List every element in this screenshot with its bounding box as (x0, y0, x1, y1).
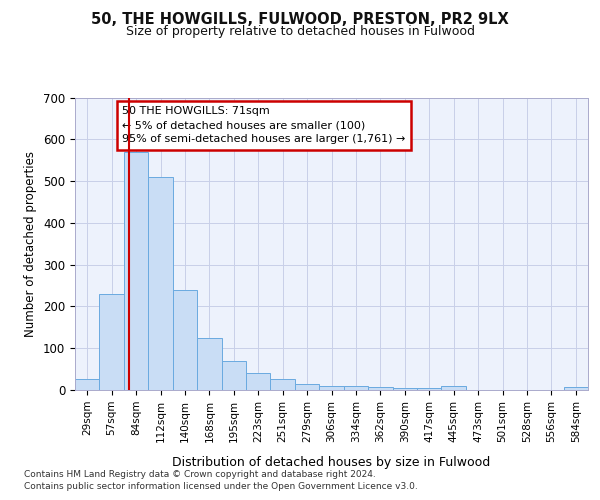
Y-axis label: Number of detached properties: Number of detached properties (25, 151, 37, 337)
Bar (124, 152, 148, 390)
Bar (344, 386, 368, 390)
Bar (417, 388, 442, 390)
Bar (197, 338, 221, 390)
Bar (319, 386, 344, 390)
Bar (75, 378, 100, 390)
Bar (148, 177, 173, 390)
Bar (295, 384, 319, 390)
Bar (563, 387, 588, 390)
Bar (173, 290, 197, 390)
Bar (100, 294, 124, 390)
Text: 50, THE HOWGILLS, FULWOOD, PRESTON, PR2 9LX: 50, THE HOWGILLS, FULWOOD, PRESTON, PR2 … (91, 12, 509, 28)
Bar (368, 388, 392, 390)
Bar (392, 388, 417, 390)
Text: Contains HM Land Registry data © Crown copyright and database right 2024.: Contains HM Land Registry data © Crown c… (24, 470, 376, 479)
Text: 50 THE HOWGILLS: 71sqm
← 5% of detached houses are smaller (100)
95% of semi-det: 50 THE HOWGILLS: 71sqm ← 5% of detached … (122, 106, 406, 144)
X-axis label: Distribution of detached houses by size in Fulwood: Distribution of detached houses by size … (172, 456, 491, 468)
Bar (246, 374, 271, 390)
Bar (271, 378, 295, 390)
Text: Size of property relative to detached houses in Fulwood: Size of property relative to detached ho… (125, 25, 475, 38)
Bar (442, 386, 466, 390)
Text: Contains public sector information licensed under the Open Government Licence v3: Contains public sector information licen… (24, 482, 418, 491)
Bar (221, 361, 246, 390)
